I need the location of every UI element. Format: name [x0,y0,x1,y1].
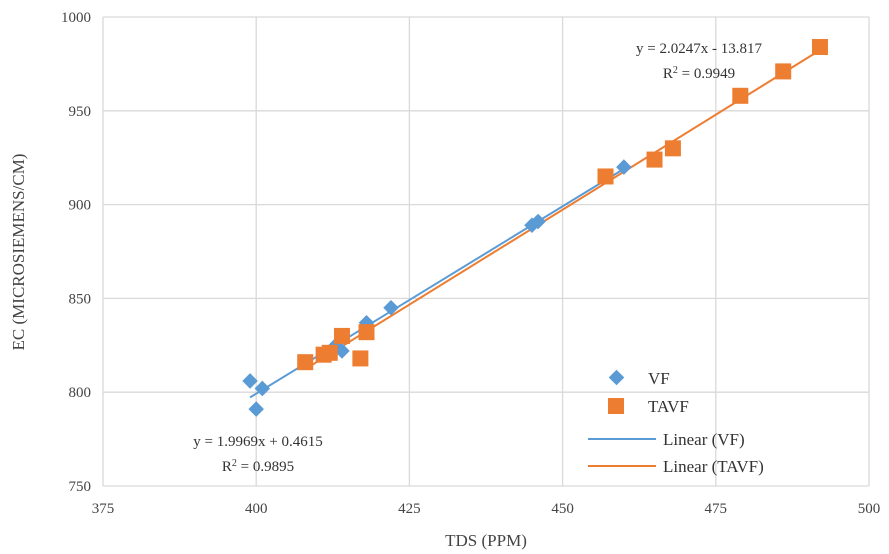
tavf-data-point [646,151,663,168]
legend: VF TAVF Linear (VF) Linear (TAVF) [588,369,764,476]
tavf-equation: y = 2.0247x - 13.817 [636,41,762,57]
x-tick-label: 475 [705,501,728,517]
x-axis-ticks: 375 400 425 450 475 500 [92,501,881,517]
y-axis-label: EC (MICROSIEMENS/CM) [9,154,28,351]
y-tick-label: 850 [69,291,92,307]
tavf-data-point [811,39,828,56]
x-tick-label: 450 [551,501,574,517]
legend-tavf-label: TAVF [648,397,689,416]
tavf-data-point [333,327,350,344]
x-axis-label: TDS (PPM) [445,531,527,550]
vf-equation: y = 1.9969x + 0.4615 [193,434,322,450]
vf-data-point [530,213,546,230]
x-tick-label: 375 [92,501,115,517]
legend-vf-marker [608,369,625,386]
tavf-data-point [358,324,375,341]
legend-tavf-marker [608,398,624,414]
x-tick-label: 500 [858,501,881,517]
tavf-r-squared: R2 = 0.9949 [663,65,735,83]
legend-vf-label: VF [648,369,670,388]
tavf-data-point [352,350,369,367]
y-tick-label: 900 [69,198,92,214]
vf-r-squared: R2 = 0.9895 [222,458,294,476]
grid-lines [102,16,870,487]
tavf-data-point [775,63,792,80]
y-tick-label: 800 [69,385,92,401]
y-axis-ticks: 750 800 850 900 950 1000 [61,10,91,495]
vf-data-point [616,159,632,175]
x-tick-label: 425 [398,501,421,517]
tavf-data-point [297,354,314,371]
legend-linear-tavf-label: Linear (TAVF) [663,457,764,476]
legend-linear-vf-label: Linear (VF) [663,430,745,449]
y-tick-label: 1000 [61,10,91,26]
x-tick-label: 400 [245,501,268,517]
vf-data-point [242,373,258,389]
tavf-data-point [732,87,749,104]
tavf-data-point [321,344,338,361]
data-points [242,39,828,417]
y-tick-label: 950 [69,104,92,120]
y-tick-label: 750 [69,479,92,495]
tavf-data-point [597,168,614,185]
vf-data-point [248,401,264,417]
tavf-data-point [664,140,681,157]
